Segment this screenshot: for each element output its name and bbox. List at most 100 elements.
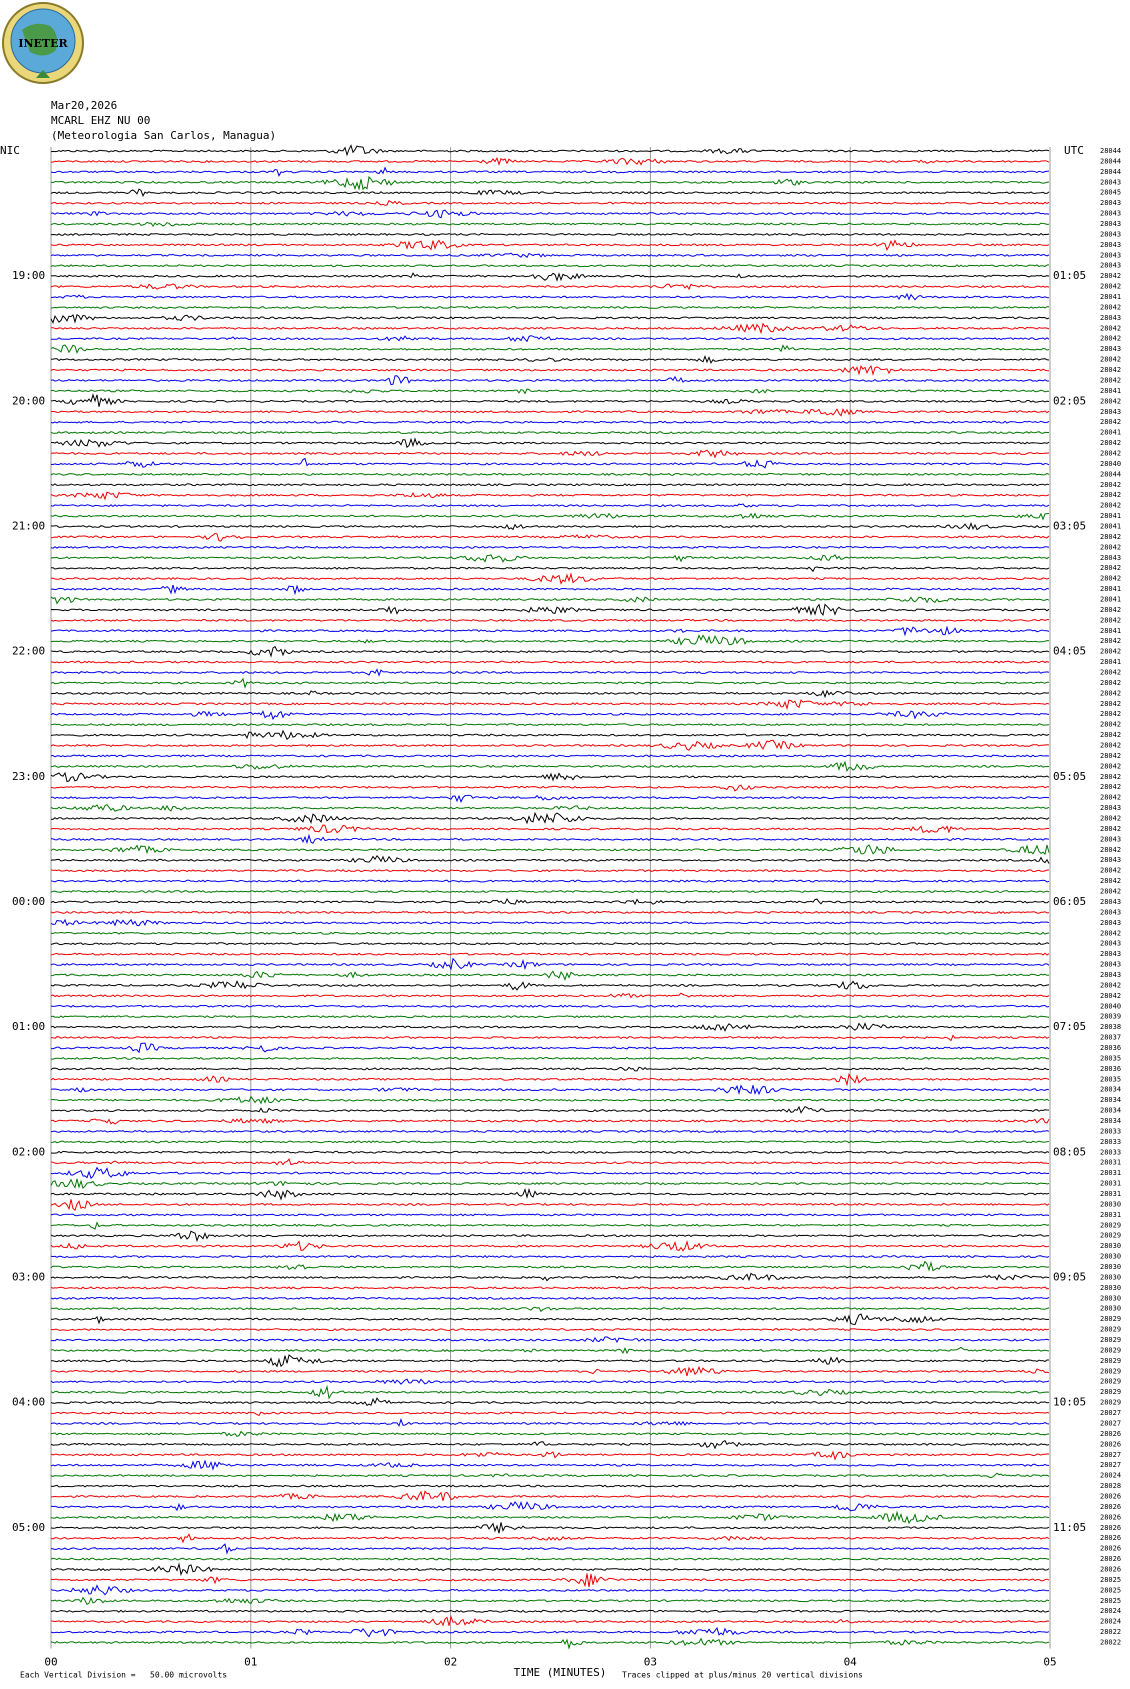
- trace-count: 28026: [1100, 1430, 1121, 1438]
- trace: [50, 272, 1050, 282]
- trace: [50, 354, 1050, 365]
- trace: [50, 1199, 1050, 1211]
- trace-count: 28039: [1100, 1013, 1121, 1021]
- trace: [50, 723, 1050, 727]
- trace: [50, 545, 1050, 549]
- trace-count: 28042: [1100, 449, 1121, 457]
- trace-count: 28042: [1100, 303, 1121, 311]
- trace-count: 28029: [1100, 1367, 1121, 1375]
- trace: [50, 532, 1050, 542]
- trace: [50, 1166, 1050, 1180]
- trace-count: 28043: [1100, 220, 1121, 228]
- trace-count: 28033: [1100, 1127, 1121, 1135]
- trace: [50, 844, 1050, 856]
- x-tick-label: 03: [644, 1655, 657, 1668]
- trace: [50, 239, 1050, 252]
- trace-count: 28042: [1100, 439, 1121, 447]
- local-time: 23:00: [12, 770, 45, 783]
- trace-count: 28031: [1100, 1190, 1121, 1198]
- trace-count: 28043: [1100, 804, 1121, 812]
- trace: [50, 918, 1050, 927]
- trace-count: 28043: [1100, 554, 1121, 562]
- trace: [51, 437, 1050, 449]
- trace-count: 28036: [1100, 1044, 1121, 1052]
- trace: [50, 942, 1050, 946]
- trace-count: 28043: [1100, 345, 1121, 353]
- trace: [50, 472, 1050, 476]
- utc-time: 01:05: [1053, 269, 1086, 282]
- trace: [50, 879, 1050, 883]
- trace-count: 28041: [1100, 429, 1121, 437]
- trace-count: 28033: [1100, 1138, 1121, 1146]
- trace: [50, 1354, 1049, 1368]
- utc-time: 05:05: [1053, 770, 1086, 783]
- trace: [50, 1213, 1050, 1217]
- trace: [50, 305, 1050, 309]
- trace-count: 28034: [1100, 1086, 1121, 1094]
- trace-count: 28043: [1100, 908, 1121, 916]
- trace-count: 28026: [1100, 1545, 1121, 1553]
- trace-count: 28042: [1100, 502, 1121, 510]
- trace: [50, 1296, 1050, 1300]
- scale-note: Each Vertical Division = 50.00 microvolt…: [20, 1671, 227, 1680]
- trace: [51, 1411, 1050, 1417]
- trace: [50, 1015, 1050, 1019]
- trace: [51, 322, 1050, 335]
- trace-count: 28022: [1100, 1628, 1121, 1636]
- trace: [50, 645, 1050, 658]
- utc-time: 04:05: [1053, 645, 1086, 658]
- trace-count: 28042: [1100, 679, 1121, 687]
- utc-time: 07:05: [1053, 1020, 1086, 1033]
- trace: [50, 729, 1050, 740]
- utc-time: 11:05: [1053, 1521, 1086, 1534]
- trace-count: 28041: [1100, 627, 1121, 635]
- trace: [50, 364, 1050, 377]
- trace: [50, 554, 1050, 563]
- trace-count: 28042: [1100, 481, 1121, 489]
- trace-count: 28042: [1100, 491, 1121, 499]
- trace: [50, 1066, 1050, 1072]
- trace-count: 28042: [1100, 616, 1121, 624]
- trace: [50, 1430, 1050, 1438]
- trace-count: 28042: [1100, 335, 1121, 343]
- trace-count: 28041: [1100, 595, 1121, 603]
- trace-count: 28042: [1100, 606, 1121, 614]
- trace: [50, 833, 1050, 845]
- trace: [50, 668, 1050, 677]
- trace: [50, 603, 1050, 617]
- trace-count: 28042: [1100, 929, 1121, 937]
- trace-count: 28041: [1100, 522, 1121, 530]
- trace-count: 28042: [1100, 283, 1121, 291]
- trace: [50, 314, 1050, 325]
- x-tick-label: 00: [44, 1655, 57, 1668]
- trace: [50, 1510, 1050, 1525]
- trace: [50, 1260, 1050, 1272]
- trace: [50, 1272, 1050, 1282]
- trace-count: 28027: [1100, 1461, 1121, 1469]
- trace-count: 28024: [1100, 1472, 1121, 1480]
- trace: [50, 175, 1050, 191]
- trace-count: 28043: [1100, 314, 1121, 322]
- location: (Meteorologia San Carlos, Managua): [51, 129, 276, 142]
- trace-count: 28026: [1100, 1565, 1121, 1573]
- trace-count: 28042: [1100, 783, 1121, 791]
- trace-count: 28027: [1100, 1451, 1121, 1459]
- trace-count: 28042: [1100, 324, 1121, 332]
- trace-count: 28035: [1100, 1054, 1121, 1062]
- trace-count: 28027: [1100, 1409, 1121, 1417]
- trace: [50, 992, 1050, 999]
- trace-count: 28042: [1100, 533, 1121, 541]
- trace: [50, 1178, 1050, 1190]
- trace: [50, 264, 1050, 268]
- trace-count: 28042: [1100, 992, 1121, 1000]
- x-tick-label: 01: [244, 1655, 257, 1668]
- trace-count: 28044: [1100, 470, 1121, 478]
- trace-count: 28042: [1100, 689, 1121, 697]
- trace: [50, 1336, 1050, 1344]
- trace-count: 28040: [1100, 1002, 1121, 1010]
- utc-time: 03:05: [1053, 519, 1086, 532]
- local-time: 21:00: [12, 519, 45, 532]
- trace: [50, 957, 1050, 971]
- trace: [50, 1072, 1050, 1087]
- trace-count: 28031: [1100, 1180, 1121, 1188]
